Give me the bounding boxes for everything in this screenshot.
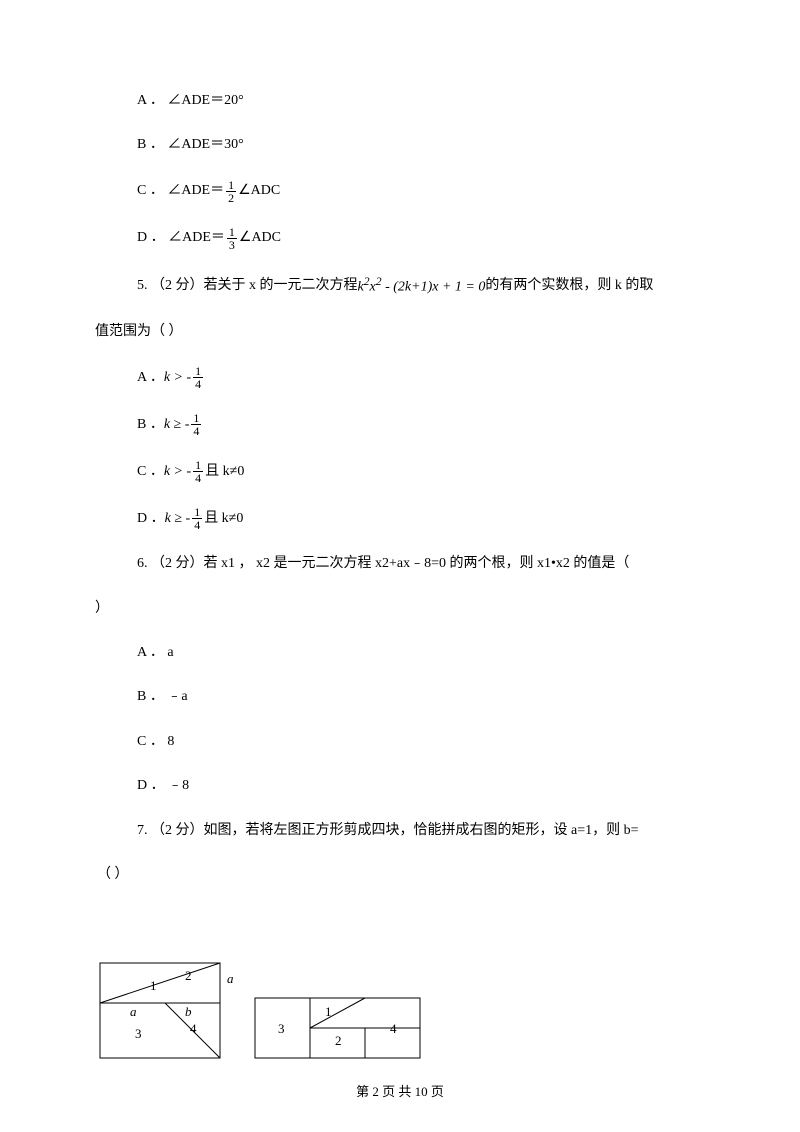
- geometry-diagram-icon: 1 2 a b 3 4 a 3 1 2 4: [95, 958, 435, 1068]
- q6-stem-close: ）: [95, 598, 705, 620]
- q6-option-a: A ． a: [95, 642, 705, 664]
- q5-option-c-pre: C ．: [137, 461, 164, 483]
- fraction-icon: 1 4: [191, 412, 201, 437]
- q5-stem-rest: 的有两个实数根，则 k 的取: [485, 275, 653, 297]
- inequality-text: k > -: [164, 461, 191, 483]
- q5-option-a: A ． k > - 1 4: [95, 365, 705, 390]
- q5-option-d-post: 且 k≠0: [204, 508, 243, 530]
- label-a-inner: a: [130, 1004, 137, 1019]
- q4-option-d: D ． ∠ADE＝ 1 3 ∠ADC: [95, 226, 705, 251]
- q5-stem-pre: 5. （2 分）若关于 x 的一元二次方程: [137, 275, 358, 297]
- q6-option-d: D ． ﹣8: [95, 775, 705, 797]
- fraction-icon: 1 3: [227, 226, 237, 251]
- q6-option-c: C ． 8: [95, 731, 705, 753]
- label-1: 1: [150, 978, 157, 993]
- label-2: 2: [185, 968, 192, 983]
- inequality-text: k > -: [164, 367, 191, 389]
- q5-equation: k2x2 - (2k+1)x + 1 = 0: [358, 273, 486, 299]
- q4-option-c: C ． ∠ADE＝ 1 2 ∠ADC: [95, 179, 705, 204]
- q5-option-c-post: 且 k≠0: [205, 461, 244, 483]
- label-4: 4: [190, 1021, 197, 1036]
- label-a-outer: a: [227, 971, 234, 986]
- q4-option-c-pre: C ． ∠ADE＝: [137, 180, 224, 202]
- q4-option-a: A ． ∠ADE＝20°: [95, 90, 705, 112]
- q7-stem: 7. （2 分）如图，若将左图正方形剪成四块，恰能拼成右图的矩形，设 a=1，则…: [95, 820, 705, 842]
- q4-option-b: B ． ∠ADE＝30°: [95, 134, 705, 156]
- label-3: 3: [135, 1026, 142, 1041]
- q5-stem: 5. （2 分）若关于 x 的一元二次方程 k2x2 - (2k+1)x + 1…: [95, 273, 705, 299]
- q4-option-c-post: ∠ADC: [238, 180, 280, 202]
- fraction-icon: 1 2: [226, 179, 236, 204]
- q5-option-b-pre: B ．: [137, 414, 164, 436]
- q6-option-b: B ． ﹣a: [95, 686, 705, 708]
- fraction-icon: 1 4: [193, 459, 203, 484]
- q4-option-d-pre: D ． ∠ADE＝: [137, 227, 225, 249]
- label-1r: 1: [325, 1004, 332, 1019]
- q5-option-d: D ． k ≥ - 1 4 且 k≠0: [95, 506, 705, 531]
- inequality-text: k ≥ -: [165, 508, 191, 530]
- inequality-text: k ≥ -: [164, 414, 190, 436]
- q5-option-c: C ． k > - 1 4 且 k≠0: [95, 459, 705, 484]
- page-footer: 第 2 页 共 10 页: [0, 1081, 800, 1100]
- q4-option-a-text: A ． ∠ADE＝20°: [137, 90, 244, 112]
- label-4r: 4: [390, 1021, 397, 1036]
- q5-option-d-pre: D ．: [137, 508, 165, 530]
- q7-stem-close: （ ）: [95, 864, 705, 886]
- fraction-icon: 1 4: [192, 506, 202, 531]
- label-b: b: [185, 1004, 192, 1019]
- q5-option-a-pre: A ．: [137, 367, 164, 389]
- q4-option-d-post: ∠ADC: [239, 227, 281, 249]
- q6-stem: 6. （2 分）若 x1 ， x2 是一元二次方程 x2+ax﹣8=0 的两个根…: [95, 553, 705, 575]
- label-3r: 3: [278, 1021, 285, 1036]
- q7-diagram: 1 2 a b 3 4 a 3 1 2 4: [0, 958, 800, 1073]
- fraction-icon: 1 4: [193, 365, 203, 390]
- q4-option-b-text: B ． ∠ADE＝30°: [137, 134, 244, 156]
- label-2r: 2: [335, 1033, 342, 1048]
- q5-stem-line2: 值范围为（ ）: [95, 321, 705, 343]
- q5-option-b: B ． k ≥ - 1 4: [95, 412, 705, 437]
